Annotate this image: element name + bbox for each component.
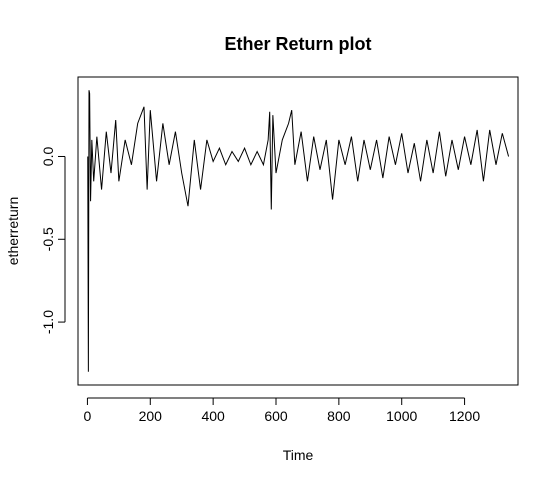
x-tick-label: 200 — [139, 408, 163, 424]
series-layer — [87, 90, 510, 372]
x-tick-label: 1000 — [386, 408, 417, 424]
y-axis: 0.0 -0.5 -1.0 — [40, 147, 66, 334]
x-tick-label: 600 — [264, 408, 288, 424]
y-tick-label: -1.0 — [40, 310, 56, 334]
y-tick-label: -0.5 — [40, 227, 56, 251]
x-tick-label: 1200 — [449, 408, 480, 424]
x-tick-label: 0 — [84, 408, 92, 424]
series-line-0 — [87, 90, 510, 372]
x-axis-label: Time — [283, 447, 314, 463]
y-tick-label: 0.0 — [40, 147, 56, 167]
x-tick-label: 800 — [327, 408, 351, 424]
x-axis: 0 200 400 600 800 1000 1200 — [84, 397, 480, 424]
x-tick-label: 400 — [201, 408, 225, 424]
chart-title: Ether Return plot — [225, 34, 372, 54]
plot-box — [77, 76, 519, 386]
y-axis-label: etherreturn — [5, 197, 21, 265]
